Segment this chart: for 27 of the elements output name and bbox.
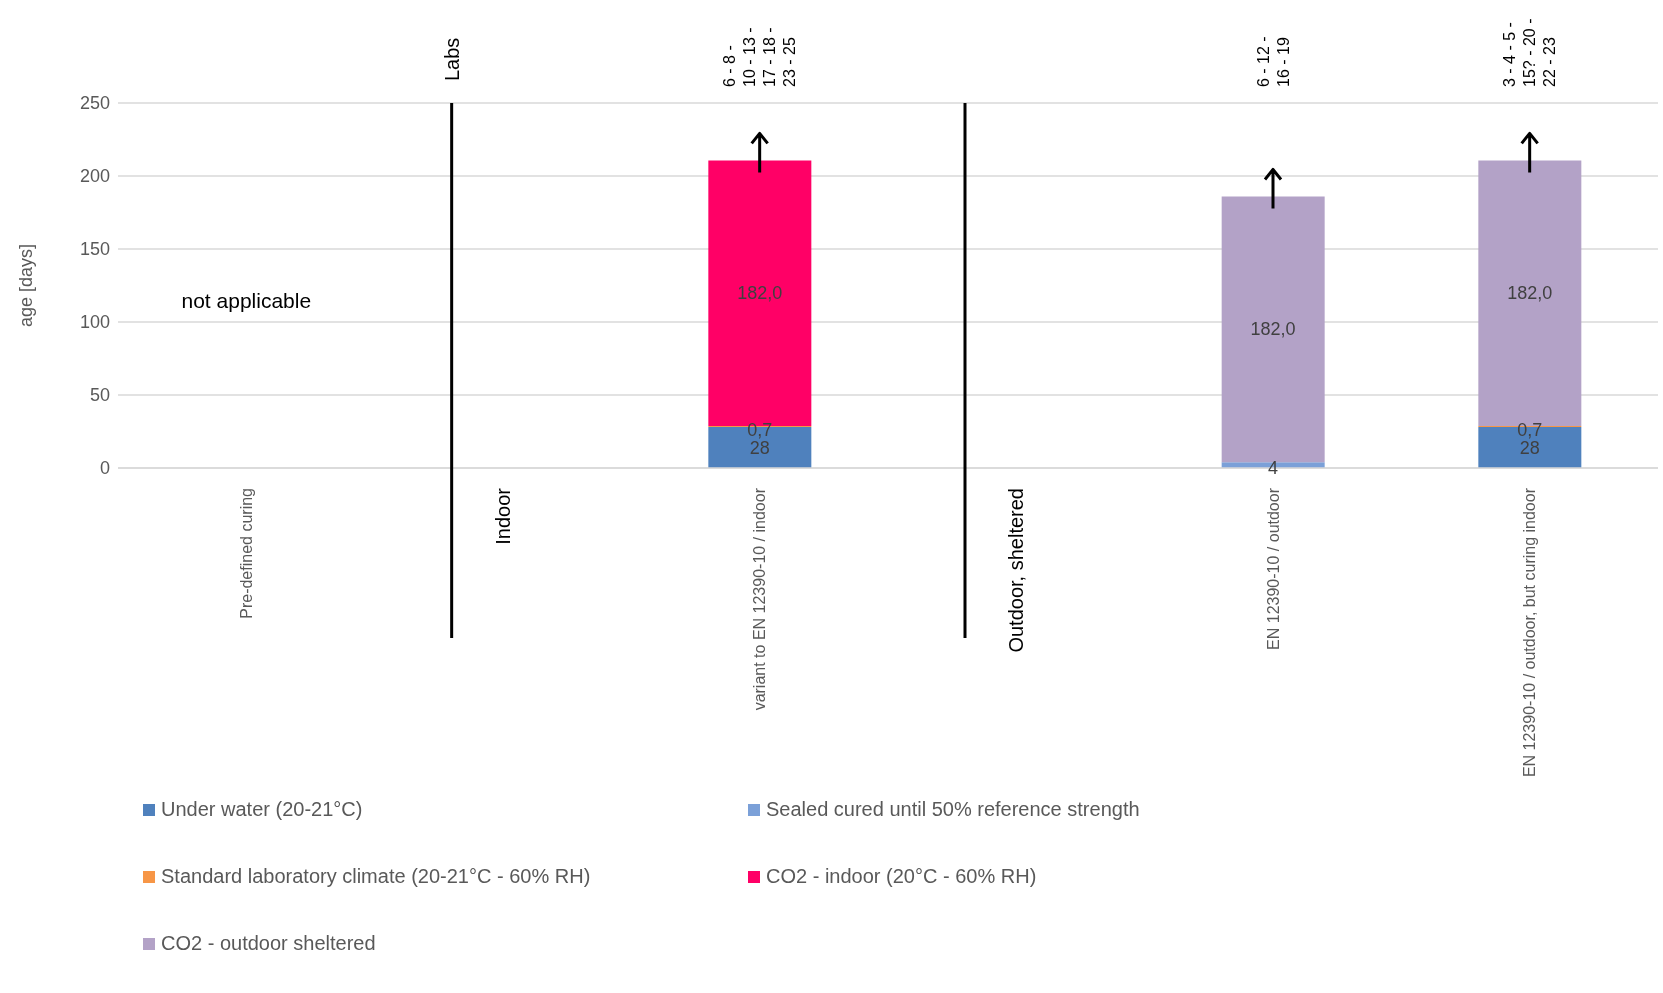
y-tick-label: 200: [79, 166, 110, 187]
text: Labs: [440, 37, 463, 81]
x-tick-label: variant to EN 12390-10 / indoor: [751, 487, 769, 711]
legend-label: Sealed cured until 50% reference strength: [766, 798, 1140, 821]
annotation: not applicable: [181, 288, 312, 312]
y-tick-label: 50: [89, 385, 110, 406]
data-label: 182,0: [1507, 283, 1553, 304]
y-axis-title: age [days]: [16, 243, 37, 328]
legend-label: Under water (20-21°C): [161, 798, 363, 821]
legend-label: CO2 - outdoor sheltered: [161, 932, 376, 955]
y-tick-label: 100: [79, 312, 110, 333]
data-label: 182,0: [1250, 319, 1296, 340]
y-tick-label: 0: [99, 458, 110, 479]
x-tick-label: Indoor: [492, 487, 514, 545]
x-tick-label: Pre-defined curing: [237, 488, 255, 619]
y-tick-label: 250: [79, 93, 110, 114]
legend-label: CO2 - indoor (20°C - 60% RH): [766, 865, 1037, 888]
x-tick-label: EN 12390-10 / outdoor: [1264, 487, 1282, 650]
x-tick-label: Outdoor, sheltered: [1005, 488, 1028, 653]
legend-label: Standard laboratory climate (20-21°C - 60% RH): [161, 865, 591, 888]
x-tick-label: EN 12390-10 / outdoor, but curing indoor: [1521, 487, 1539, 778]
bar: [1221, 196, 1325, 463]
y-tick-label: 150: [79, 239, 110, 260]
data-label: 182,0: [737, 283, 783, 304]
text: 6 - 8 - 10 - 13 - 17 - 18 - 23 - 25: [721, 27, 799, 87]
text: 6 - 12 - 16 - 19: [1254, 36, 1292, 87]
text: 3 - 4 - 5 - 15? - 20 - 22 - 23: [1501, 18, 1559, 87]
